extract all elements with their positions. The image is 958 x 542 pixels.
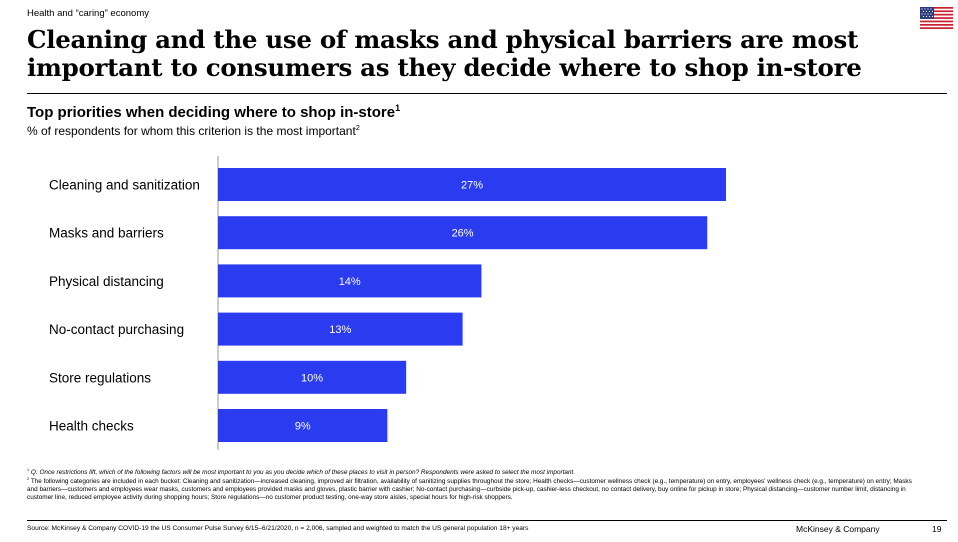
data-label: 27% (461, 180, 483, 192)
bar (218, 168, 726, 201)
section-tag: Health and “caring” economy (27, 8, 149, 19)
data-label: 26% (452, 228, 474, 240)
category-label: Health checks (49, 419, 134, 434)
data-label: 10% (301, 372, 323, 384)
footnote-1: 1 Q: Once restrictions lift, which of th… (27, 467, 927, 477)
page-title: Cleaning and the use of masks and physic… (27, 25, 862, 82)
data-label: 14% (339, 276, 361, 288)
footnote-2: 2 The following categories are included … (27, 476, 922, 502)
page-number: 19 (932, 524, 942, 534)
bar (218, 264, 482, 298)
chart-title-text: Top priorities when deciding where to sh… (27, 104, 396, 121)
footnote-1-text: Q: Once restrictions lift, which of the … (30, 469, 576, 476)
us-flag-icon (920, 7, 953, 29)
data-label: 13% (329, 324, 351, 336)
source-note: Source: McKinsey & Company COVID-19 the … (27, 525, 529, 532)
bar-chart: Cleaning and sanitization 27% Masks and ba… (49, 156, 726, 450)
category-label: Store regulations (49, 370, 151, 385)
chart-title-footnote-mark: 1 (395, 103, 401, 113)
category-label: Masks and barriers (49, 226, 164, 241)
title-divider (27, 93, 947, 94)
category-label: Cleaning and sanitization (49, 178, 200, 193)
chart-subtitle-text: % of respondents for whom this criterion… (27, 124, 356, 138)
bar (218, 216, 708, 250)
category-label: Physical distancing (49, 274, 164, 289)
bar (218, 360, 407, 394)
chart-subtitle: % of respondents for whom this criterion… (27, 124, 360, 138)
footnote-2-mark: 2 (27, 476, 30, 481)
chart-subtitle-footnote-mark: 2 (355, 123, 360, 132)
footer-divider (27, 520, 947, 521)
brand-name: McKinsey & Company (796, 524, 880, 534)
category-label: No-contact purchasing (49, 322, 184, 337)
footnote-1-mark: 1 (27, 467, 30, 472)
bar (218, 409, 388, 442)
data-label: 9% (295, 421, 311, 433)
bar (218, 312, 463, 346)
chart-title: Top priorities when deciding where to sh… (27, 103, 401, 122)
footnote-2-text: The following categories are included in… (27, 478, 912, 501)
